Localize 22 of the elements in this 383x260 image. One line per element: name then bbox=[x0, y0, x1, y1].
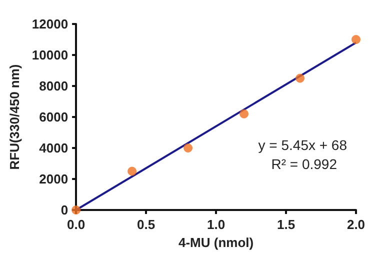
x-tick-label: 0.5 bbox=[137, 217, 156, 232]
y-tick-label: 10000 bbox=[32, 48, 68, 62]
point bbox=[240, 109, 249, 118]
annotation: R² = 0.992 bbox=[271, 156, 338, 172]
y-tick-label: 0 bbox=[60, 202, 68, 218]
y-tick-label: 2000 bbox=[39, 172, 68, 186]
y-tick-label: 8000 bbox=[39, 78, 68, 94]
y-tick-label: 4000 bbox=[39, 140, 68, 156]
point bbox=[296, 74, 305, 83]
x-tick-label: 2.0 bbox=[346, 217, 366, 232]
point bbox=[184, 144, 193, 152]
point bbox=[352, 35, 360, 44]
x-axis-title: 4-MU (nmol) bbox=[178, 234, 254, 250]
y-axis-title: RFU(330/450 nm) bbox=[7, 64, 22, 170]
x-tick-label: 1.0 bbox=[206, 217, 226, 232]
annotation: y = 5.45x + 68 bbox=[258, 137, 348, 153]
point bbox=[72, 206, 81, 214]
y-tick-label: 6000 bbox=[39, 110, 68, 124]
x-tick-label: 1.5 bbox=[276, 217, 296, 232]
y-tick-label: 12000 bbox=[32, 16, 68, 32]
x-tick-label: 0.0 bbox=[67, 217, 86, 232]
point bbox=[128, 166, 137, 176]
